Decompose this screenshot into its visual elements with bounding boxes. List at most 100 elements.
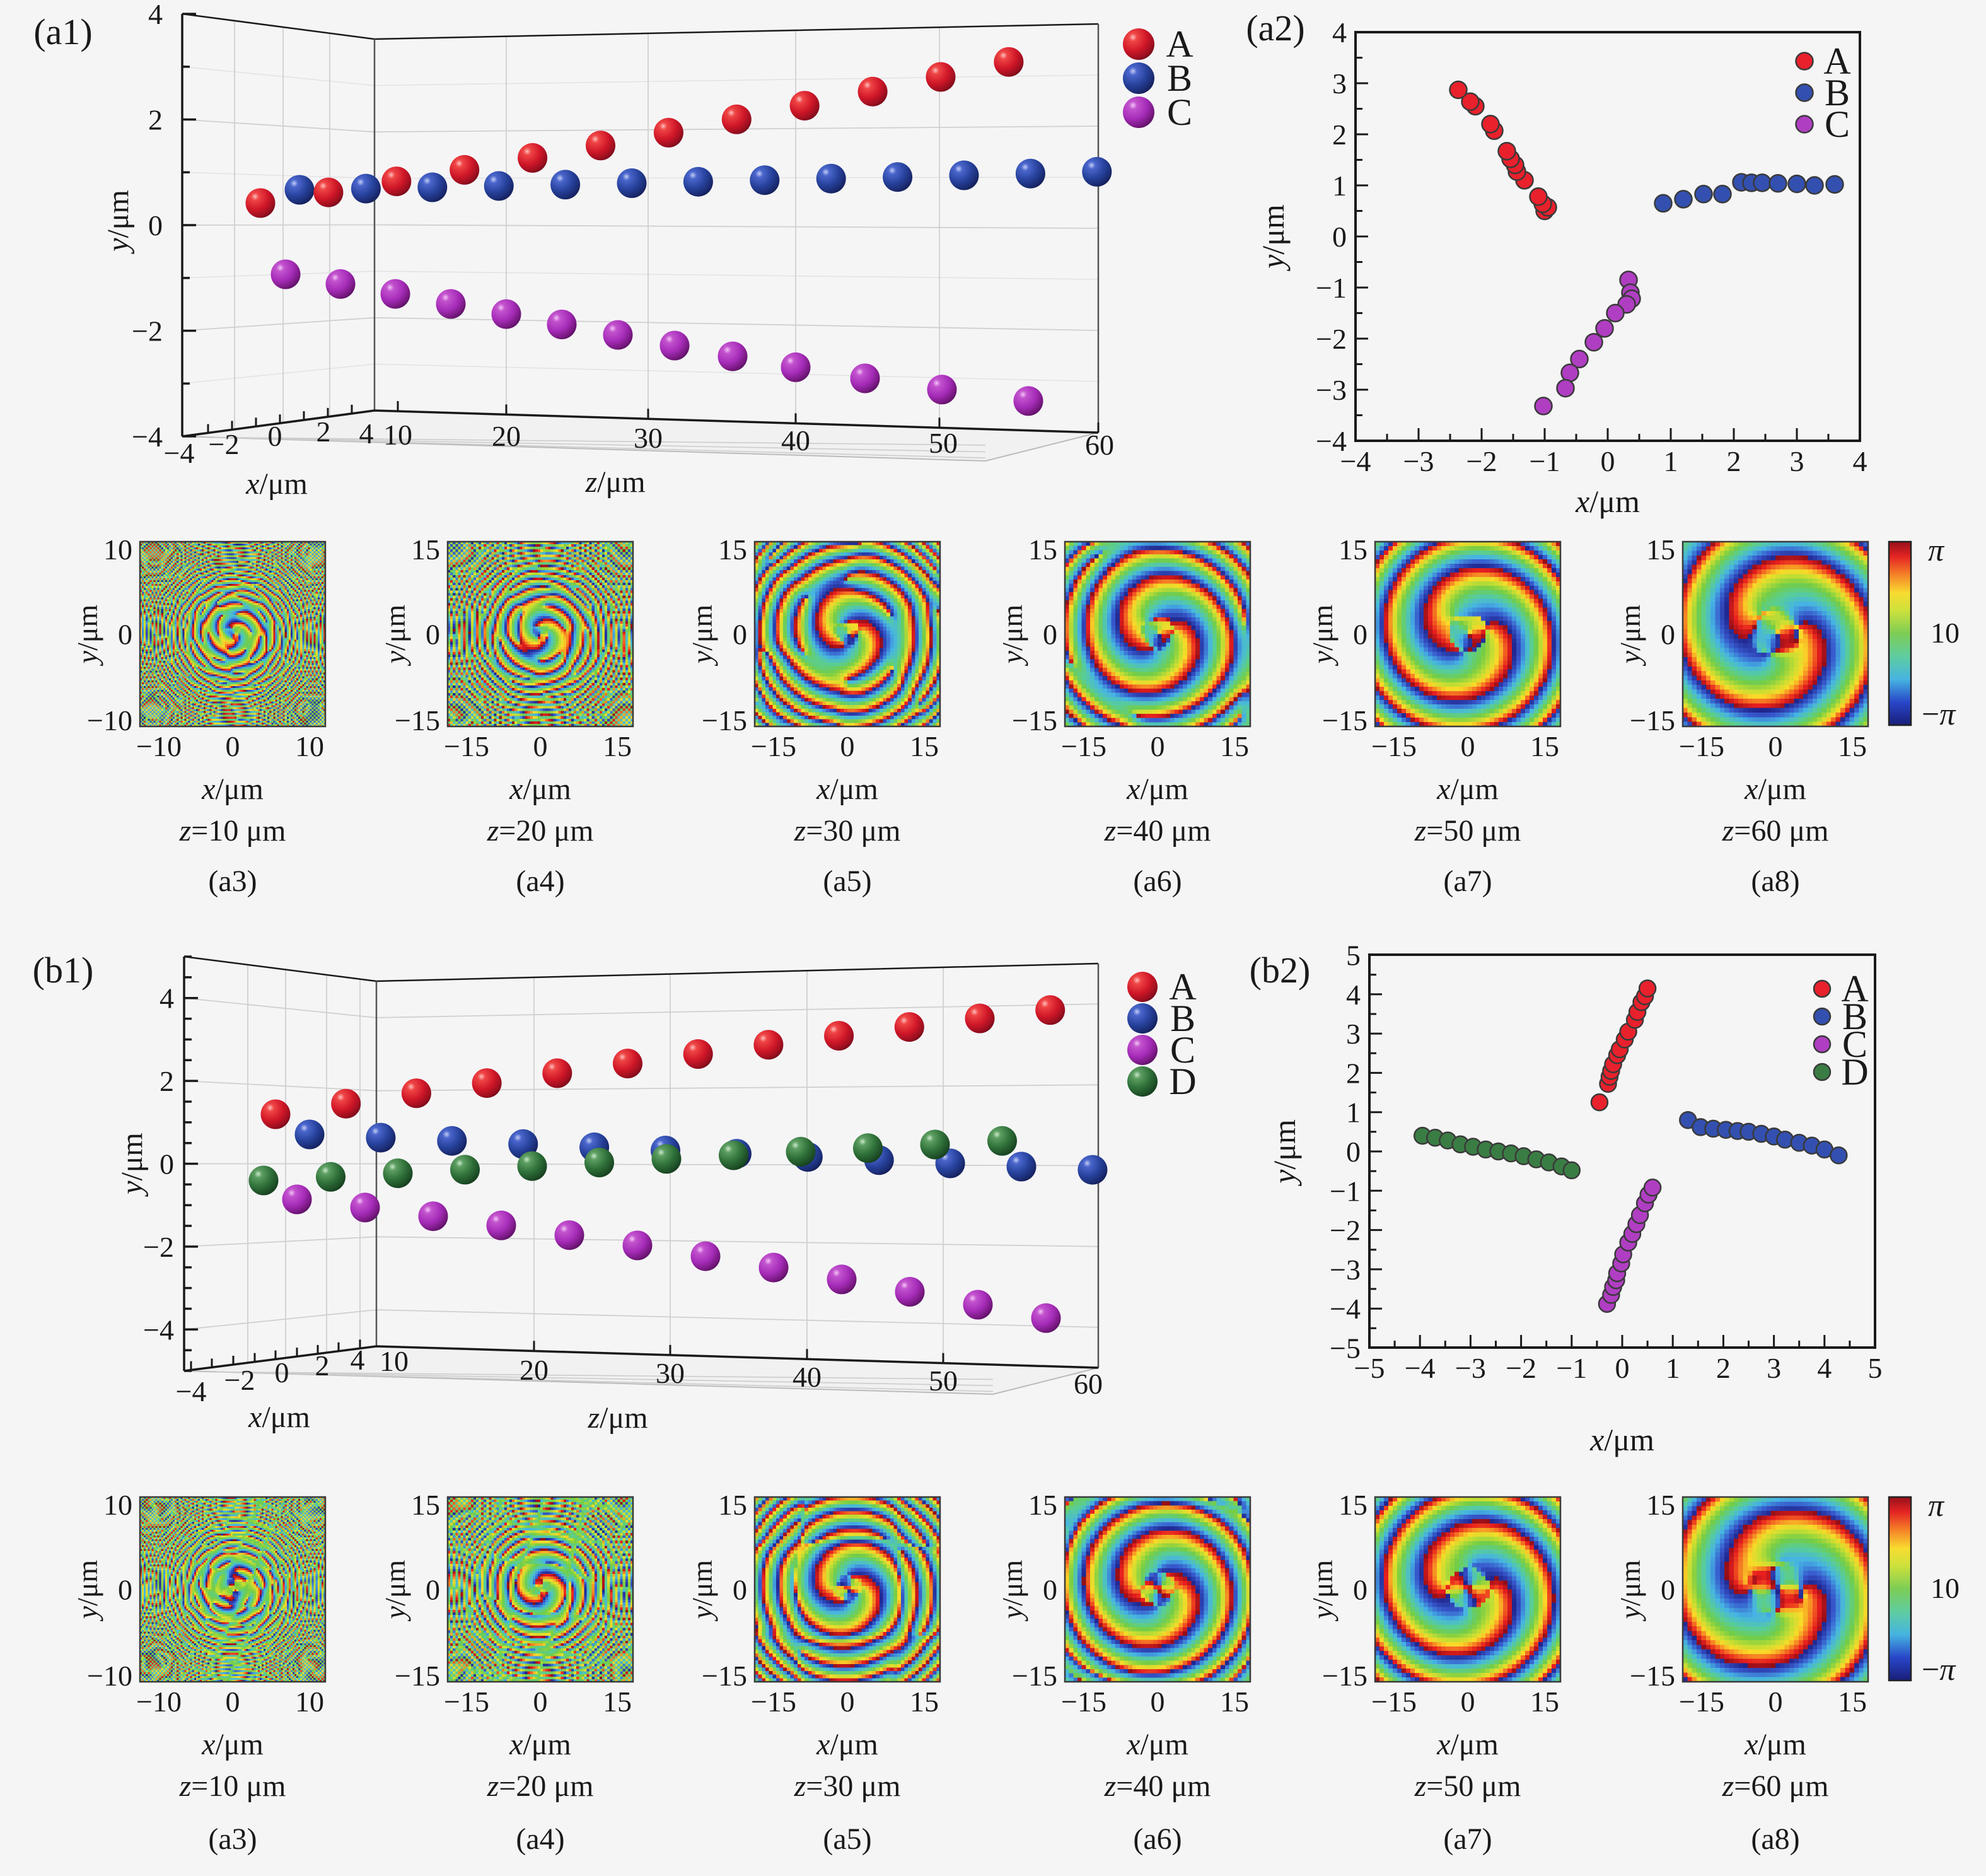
svg-text:0: 0 bbox=[1461, 1686, 1475, 1718]
svg-text:1: 1 bbox=[1346, 1097, 1361, 1129]
svg-text:4: 4 bbox=[351, 1344, 365, 1376]
svg-text:0: 0 bbox=[1615, 1352, 1630, 1384]
svg-text:50: 50 bbox=[929, 427, 958, 459]
svg-text:0: 0 bbox=[1768, 730, 1783, 762]
svg-text:0: 0 bbox=[160, 1148, 174, 1180]
svg-text:y/μm: y/μm bbox=[379, 1559, 411, 1621]
svg-text:−15: −15 bbox=[1630, 704, 1675, 737]
svg-text:−4: −4 bbox=[1340, 445, 1371, 477]
svg-text:−10: −10 bbox=[136, 1686, 182, 1718]
svg-text:0: 0 bbox=[733, 1574, 747, 1606]
svg-text:2: 2 bbox=[1716, 1352, 1731, 1384]
svg-text:15: 15 bbox=[718, 1489, 747, 1521]
svg-text:z=40 μm: z=40 μm bbox=[1104, 1769, 1211, 1803]
svg-text:10: 10 bbox=[1931, 617, 1960, 649]
svg-text:C: C bbox=[1170, 1029, 1195, 1071]
svg-text:y/μm: y/μm bbox=[996, 604, 1028, 666]
svg-text:−10: −10 bbox=[87, 704, 132, 737]
svg-text:x/μm: x/μm bbox=[816, 1728, 878, 1761]
svg-text:0: 0 bbox=[1151, 1686, 1165, 1718]
svg-text:15: 15 bbox=[1838, 1686, 1867, 1718]
svg-text:10: 10 bbox=[383, 419, 412, 451]
svg-text:y/μm: y/μm bbox=[686, 604, 718, 666]
svg-text:(a6): (a6) bbox=[1133, 865, 1182, 898]
svg-text:0: 0 bbox=[268, 420, 282, 452]
svg-text:z=20 μm: z=20 μm bbox=[487, 1769, 594, 1803]
svg-text:0: 0 bbox=[148, 209, 163, 242]
svg-text:y/μm: y/μm bbox=[1255, 204, 1291, 272]
svg-text:y/μm: y/μm bbox=[686, 1559, 718, 1621]
svg-text:x/μm: x/μm bbox=[509, 1728, 571, 1761]
svg-text:2: 2 bbox=[1346, 1057, 1361, 1089]
svg-text:z=10 μm: z=10 μm bbox=[179, 814, 286, 848]
svg-text:−15: −15 bbox=[1012, 704, 1057, 737]
svg-text:−15: −15 bbox=[395, 1660, 440, 1692]
svg-text:15: 15 bbox=[1028, 1489, 1057, 1521]
svg-text:0: 0 bbox=[533, 730, 548, 762]
svg-text:−2: −2 bbox=[1466, 445, 1497, 477]
svg-text:z=60 μm: z=60 μm bbox=[1722, 1769, 1829, 1803]
svg-text:50: 50 bbox=[929, 1365, 958, 1397]
svg-text:2: 2 bbox=[316, 416, 331, 448]
svg-text:−15: −15 bbox=[1012, 1660, 1057, 1692]
svg-text:0: 0 bbox=[118, 1574, 132, 1606]
svg-text:−2: −2 bbox=[143, 1231, 174, 1263]
svg-text:10: 10 bbox=[103, 533, 132, 566]
svg-text:z=50 μm: z=50 μm bbox=[1414, 814, 1521, 848]
svg-text:−3: −3 bbox=[1330, 1254, 1361, 1286]
svg-text:0: 0 bbox=[1461, 730, 1475, 762]
svg-text:(b2): (b2) bbox=[1250, 950, 1311, 991]
svg-text:−1: −1 bbox=[1316, 272, 1347, 304]
svg-text:0: 0 bbox=[840, 730, 855, 762]
svg-text:(a7): (a7) bbox=[1443, 1822, 1492, 1856]
svg-text:60: 60 bbox=[1085, 429, 1114, 461]
svg-text:−2: −2 bbox=[209, 428, 240, 460]
svg-text:2: 2 bbox=[315, 1349, 330, 1382]
svg-text:D: D bbox=[1169, 1061, 1196, 1102]
svg-text:−4: −4 bbox=[164, 437, 195, 469]
svg-text:x/μm: x/μm bbox=[1744, 1728, 1806, 1761]
svg-text:y/μm: y/μm bbox=[1306, 604, 1339, 666]
svg-text:2: 2 bbox=[1332, 119, 1347, 151]
svg-text:−2: −2 bbox=[132, 315, 163, 347]
svg-text:10: 10 bbox=[1931, 1572, 1960, 1604]
svg-text:0: 0 bbox=[1353, 1574, 1368, 1606]
svg-text:15: 15 bbox=[718, 533, 747, 566]
svg-text:4: 4 bbox=[359, 417, 374, 450]
svg-text:x/μm: x/μm bbox=[245, 467, 308, 501]
svg-text:15: 15 bbox=[1220, 1686, 1249, 1718]
svg-text:(b1): (b1) bbox=[33, 950, 94, 991]
svg-text:−5: −5 bbox=[1354, 1352, 1385, 1384]
svg-text:(a1): (a1) bbox=[33, 11, 92, 52]
svg-text:−3: −3 bbox=[1403, 445, 1434, 477]
svg-text:15: 15 bbox=[411, 533, 440, 566]
svg-text:−15: −15 bbox=[1371, 730, 1417, 762]
svg-text:0: 0 bbox=[840, 1686, 855, 1718]
svg-text:z=60 μm: z=60 μm bbox=[1722, 814, 1829, 848]
svg-text:−3: −3 bbox=[1316, 374, 1347, 406]
svg-text:0: 0 bbox=[426, 1574, 440, 1606]
svg-text:4: 4 bbox=[160, 982, 174, 1015]
svg-text:15: 15 bbox=[1220, 730, 1249, 762]
svg-text:π: π bbox=[1928, 1488, 1945, 1523]
svg-text:−10: −10 bbox=[136, 730, 182, 762]
svg-text:y/μm: y/μm bbox=[1306, 1559, 1339, 1621]
svg-text:1: 1 bbox=[1664, 445, 1678, 477]
svg-text:4: 4 bbox=[1853, 445, 1867, 477]
svg-text:15: 15 bbox=[1530, 1686, 1559, 1718]
svg-text:(a5): (a5) bbox=[823, 865, 871, 898]
svg-text:y/μm: y/μm bbox=[1614, 1559, 1646, 1621]
svg-text:10: 10 bbox=[295, 1686, 324, 1718]
svg-text:−4: −4 bbox=[132, 421, 163, 453]
svg-text:1: 1 bbox=[1332, 170, 1347, 202]
svg-text:4: 4 bbox=[1346, 979, 1361, 1011]
svg-text:B: B bbox=[1842, 996, 1867, 1037]
svg-text:20: 20 bbox=[492, 420, 521, 452]
svg-text:15: 15 bbox=[910, 1686, 939, 1718]
svg-text:−4: −4 bbox=[143, 1314, 174, 1346]
svg-text:x/μm: x/μm bbox=[1126, 772, 1188, 806]
svg-text:−4: −4 bbox=[1316, 425, 1347, 457]
svg-text:−15: −15 bbox=[1061, 730, 1106, 762]
svg-text:x/μm: x/μm bbox=[1589, 1422, 1654, 1457]
svg-text:(a3): (a3) bbox=[208, 1822, 257, 1856]
